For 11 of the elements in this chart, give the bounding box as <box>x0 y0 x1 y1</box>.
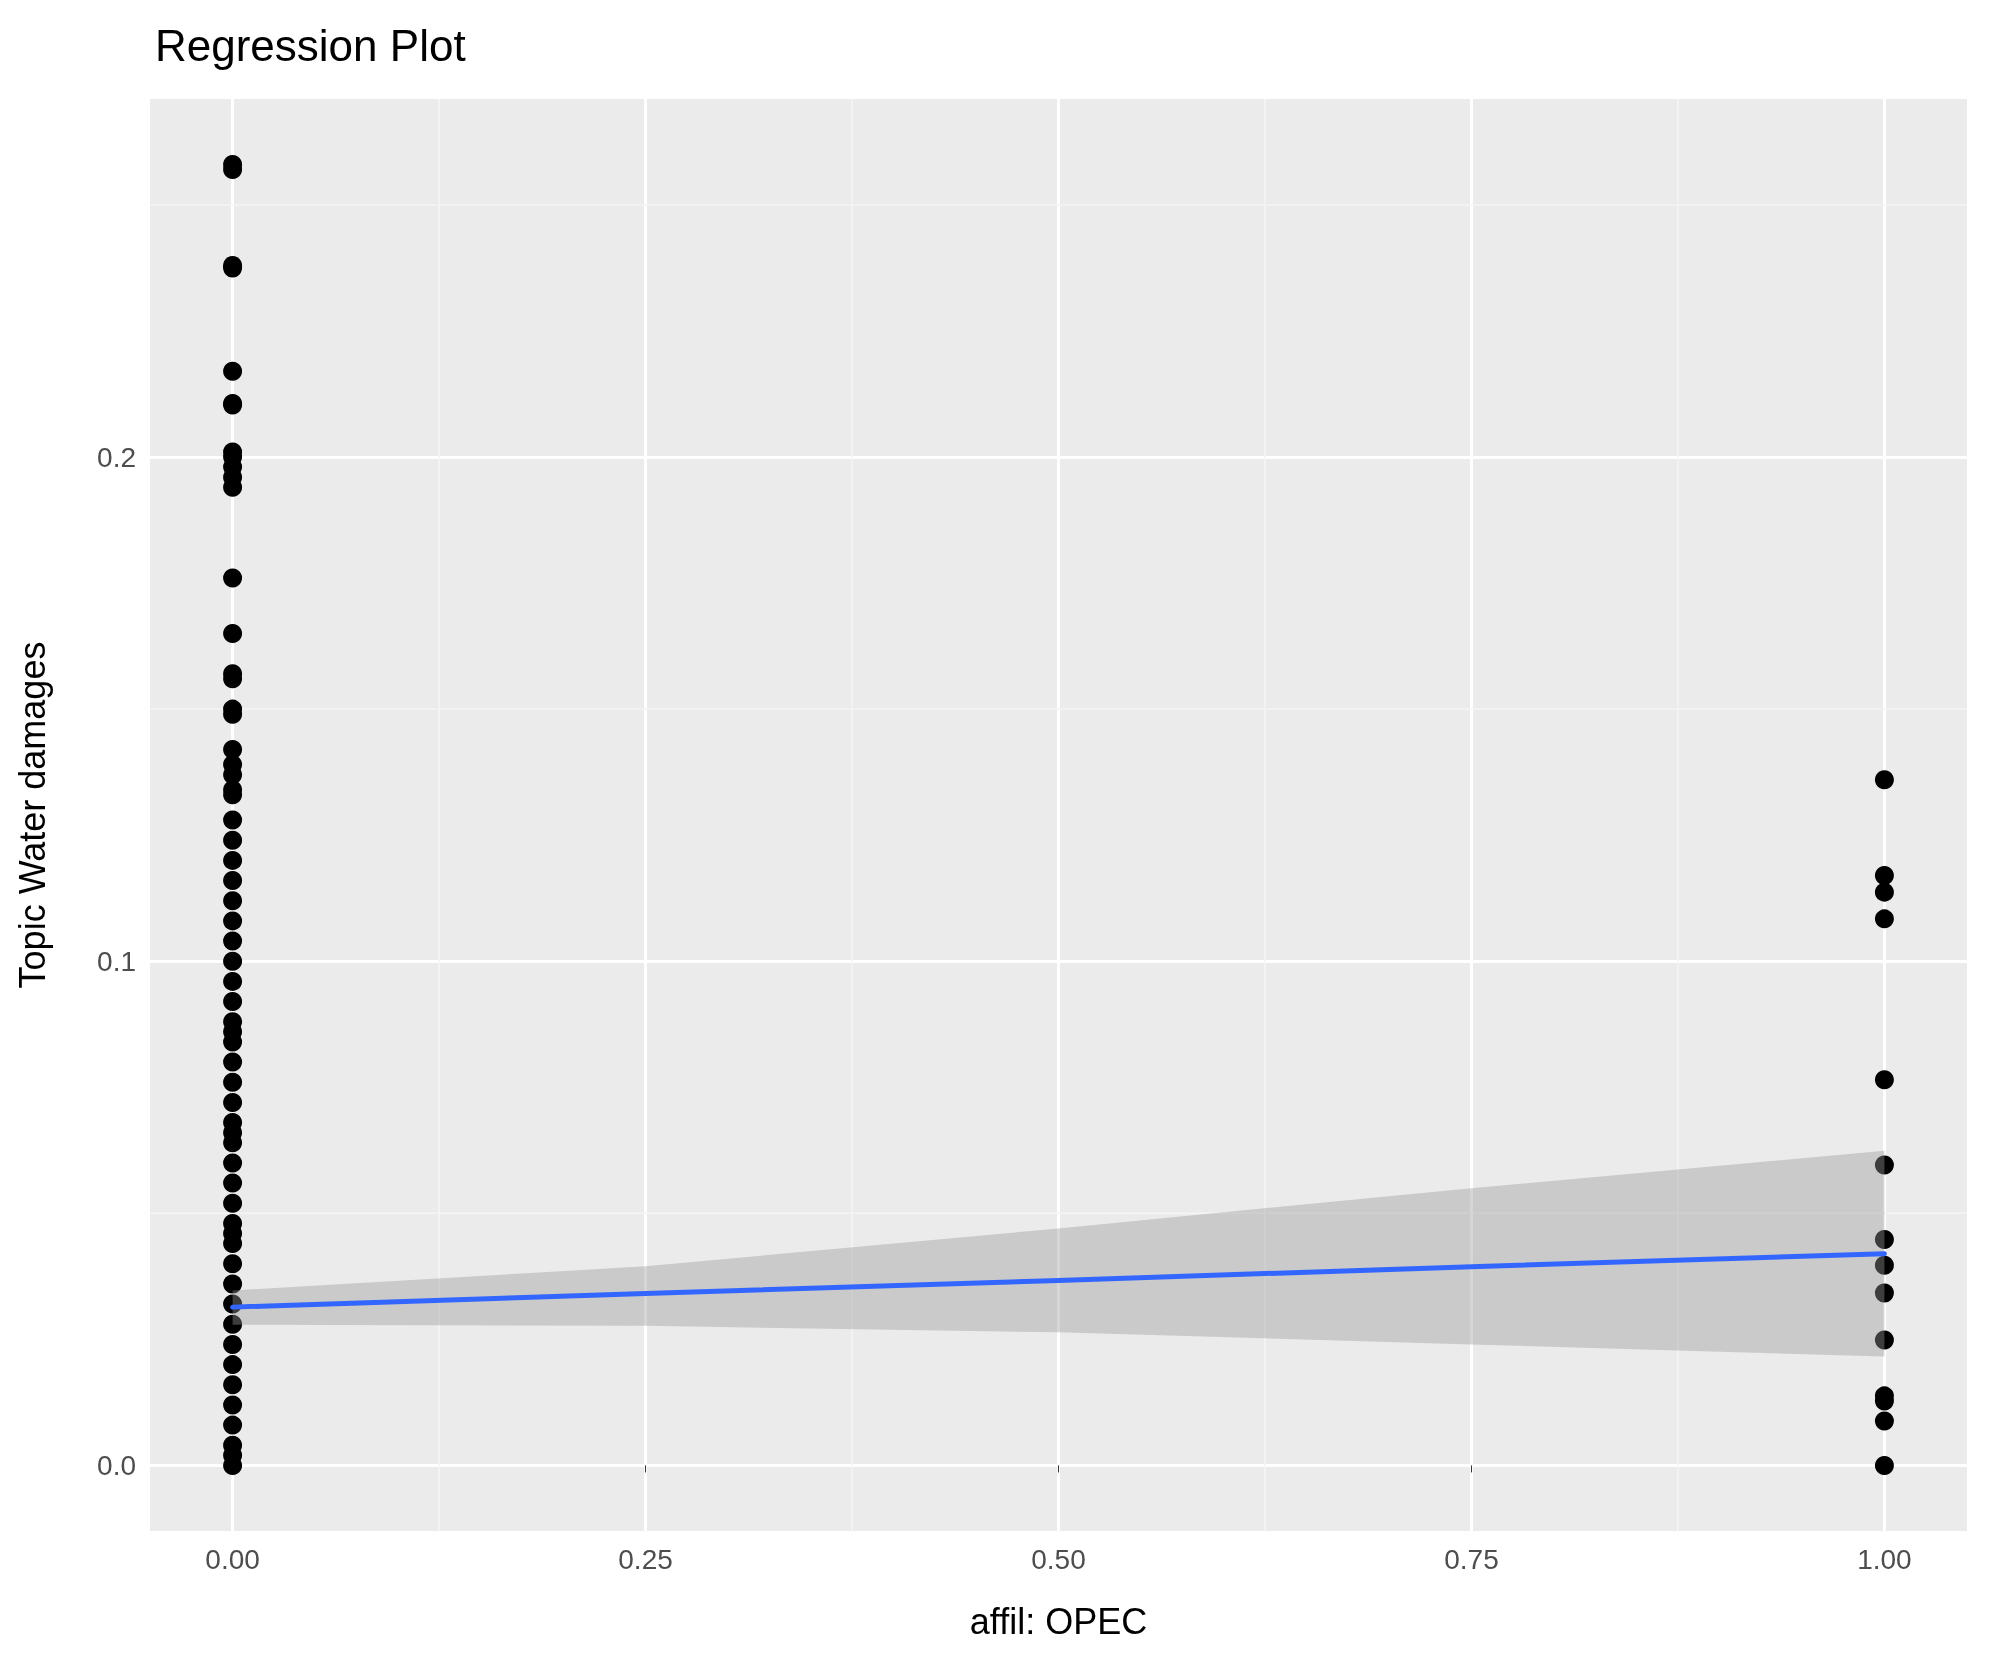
x-tick-label: 0.50 <box>1031 1543 1086 1575</box>
chart-title: Regression Plot <box>155 20 466 70</box>
x-axis-title: affil: OPEC <box>969 1600 1148 1642</box>
y-tick-label: 0.0 <box>97 1449 136 1481</box>
y-axis-title: Topic Water damages <box>11 641 53 989</box>
y-tick-label: 0.2 <box>97 441 136 473</box>
x-tick-label: 1.00 <box>1857 1543 1912 1575</box>
x-tick-label: 0.00 <box>205 1543 260 1575</box>
y-tick-label: 0.1 <box>97 945 136 977</box>
x-tick-label: 0.75 <box>1444 1543 1499 1575</box>
x-tick-label: 0.25 <box>618 1543 673 1575</box>
